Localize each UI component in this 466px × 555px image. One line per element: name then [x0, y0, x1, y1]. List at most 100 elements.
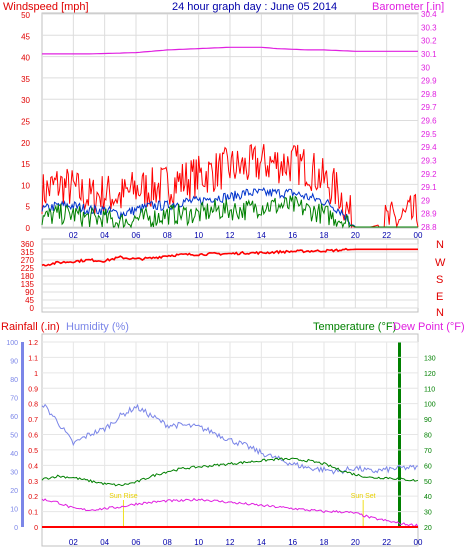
dew-point-line: [41, 497, 419, 527]
y-tick-label: 1: [34, 371, 38, 378]
y-tick-label: 30.2: [421, 37, 437, 46]
y-tick-label: 29.2: [421, 170, 437, 179]
x-tick-label: 16: [288, 231, 297, 240]
y-tick-label: 20: [10, 488, 18, 495]
y-tick-label: 29.1: [421, 183, 437, 192]
x-tick-label: 08: [163, 231, 172, 240]
y-tick-label: 35: [21, 75, 30, 84]
y-tick-label: 180: [21, 272, 35, 281]
y-tick-label: 10: [21, 181, 30, 190]
y-tick-label: 0.9: [28, 386, 38, 393]
x-tick-label: 08: [163, 538, 172, 547]
compass-label: N: [436, 307, 444, 319]
y-tick-label: 30.3: [421, 23, 437, 32]
y-tick-label: 20: [21, 139, 30, 148]
y-tick-label: 0.8: [28, 402, 38, 409]
x-tick-label: 12: [226, 231, 235, 240]
y-tick-label: 60: [424, 463, 432, 470]
compass-label: S: [436, 274, 443, 286]
x-tick-label: 04: [100, 231, 109, 240]
rainfall-axis-label: Rainfall (.in): [1, 321, 60, 333]
y-tick-label: 0: [34, 525, 38, 532]
barometer-axis-label: Barometer [.in]: [372, 1, 444, 13]
y-tick-label: 360: [21, 240, 35, 249]
y-tick-label: 30: [421, 63, 430, 72]
y-tick-label: 30: [424, 510, 432, 517]
y-tick-label: 80: [424, 433, 432, 440]
x-tick-label: 02: [69, 231, 78, 240]
x-tick-label: 18: [320, 538, 329, 547]
y-tick-label: 50: [21, 11, 30, 20]
humidity-scale-bar: [21, 342, 24, 527]
y-tick-label: 10: [10, 507, 18, 514]
y-tick-label: 70: [10, 396, 18, 403]
y-tick-label: 90: [10, 359, 18, 366]
y-tick-label: 120: [424, 371, 436, 378]
x-tick-label: 10: [194, 538, 203, 547]
y-tick-label: 315: [21, 248, 35, 257]
y-tick-label: 15: [21, 160, 30, 169]
wind-direction-line: [41, 247, 418, 267]
annotation-label: Sun Rise: [109, 493, 138, 500]
y-tick-label: 28.8: [421, 223, 437, 232]
low-wind-line: [41, 195, 418, 229]
x-tick-label: 04: [100, 538, 109, 547]
y-tick-label: 0: [26, 224, 31, 233]
y-tick-label: 0.2: [28, 494, 38, 501]
barometer-line: [42, 46, 418, 55]
y-tick-label: 20: [424, 525, 432, 532]
y-tick-label: 30.1: [421, 50, 437, 59]
temperature-axis-label: Temperature (°F): [313, 321, 396, 333]
y-tick-label: 29: [421, 196, 430, 205]
y-tick-label: 100: [424, 402, 436, 409]
y-tick-label: 28.9: [421, 210, 437, 219]
compass-label: W: [435, 257, 446, 269]
y-tick-label: 29.4: [421, 143, 437, 152]
x-tick-label: 16: [288, 538, 297, 547]
humidity-line: [41, 403, 419, 475]
y-tick-label: 90: [25, 288, 34, 297]
compass-label: N: [436, 239, 444, 251]
y-tick-label: 40: [10, 451, 18, 458]
temperature-line: [41, 457, 419, 487]
chart-title: 24 hour graph day : June 05 2014: [172, 1, 337, 13]
x-tick-label: 22: [382, 231, 391, 240]
compass-labels: N W S E N: [435, 239, 446, 319]
y-tick-label: 70: [424, 448, 432, 455]
y-tick-label: 25: [21, 118, 30, 127]
compass-label: E: [436, 291, 443, 303]
y-tick-label: 0.7: [28, 417, 38, 424]
y-tick-label: 0.1: [28, 510, 38, 517]
x-tick-label: 02: [69, 538, 78, 547]
x-tick-label: 22: [382, 538, 391, 547]
y-tick-label: 29.3: [421, 156, 437, 165]
x-tick-label: 18: [320, 231, 329, 240]
y-tick-label: 0.6: [28, 433, 38, 440]
y-tick-label: 29.9: [421, 77, 437, 86]
x-tick-label: 14: [257, 538, 266, 547]
x-tick-label: 06: [132, 538, 141, 547]
y-tick-label: 45: [25, 296, 34, 305]
y-tick-label: 30.4: [421, 10, 437, 19]
wind-axis-label: Windspeed [mph]: [3, 1, 89, 13]
y-tick-label: 0.5: [28, 448, 38, 455]
x-tick-label: 10: [194, 231, 203, 240]
y-tick-label: 135: [21, 280, 35, 289]
y-tick-label: 30: [21, 96, 30, 105]
y-tick-label: 29.7: [421, 103, 437, 112]
y-tick-label: 29.5: [421, 130, 437, 139]
x-tick-label: 06: [132, 231, 141, 240]
x-tick-label: 00: [414, 231, 423, 240]
y-tick-label: 110: [424, 386, 435, 393]
y-tick-label: 0.3: [28, 479, 38, 486]
x-tick-label: 20: [351, 231, 360, 240]
y-tick-label: 225: [21, 264, 35, 273]
y-tick-label: 29.8: [421, 90, 437, 99]
y-tick-label: 0.4: [28, 463, 38, 470]
dewpoint-axis-label: Dew Point (°F): [393, 321, 465, 333]
y-tick-label: 40: [21, 54, 30, 63]
y-tick-label: 29.6: [421, 117, 437, 126]
y-tick-label: 40: [424, 494, 432, 501]
y-tick-label: 130: [424, 355, 436, 362]
